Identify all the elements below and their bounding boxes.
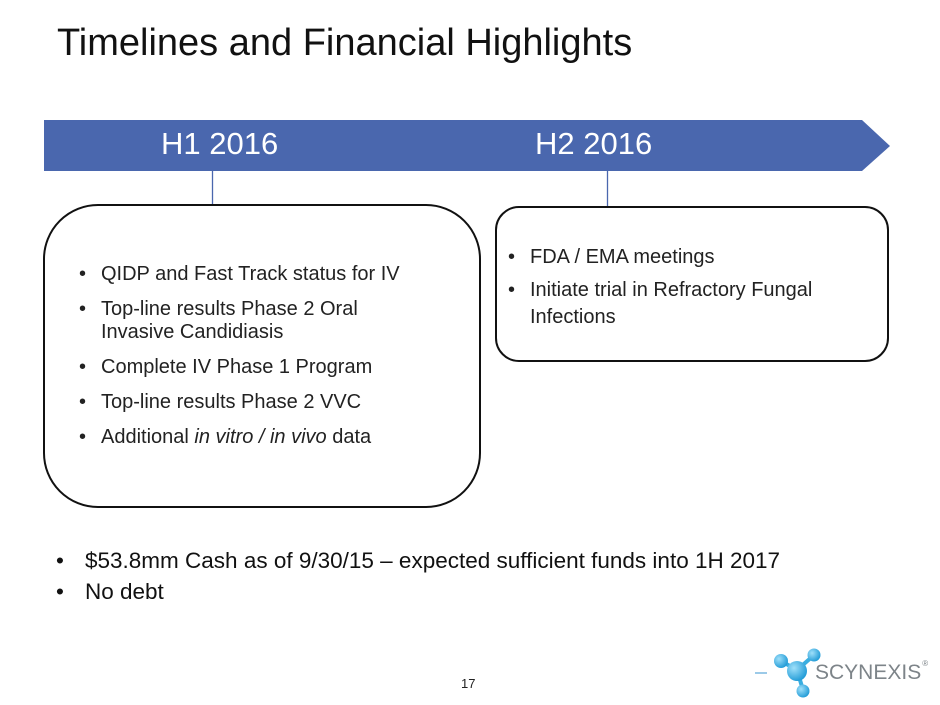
milestone-item: Top-line results Phase 2 VVC	[69, 391, 479, 414]
molecule-icon	[755, 648, 821, 698]
item-prefix: Additional	[101, 426, 195, 448]
page-number: 17	[461, 676, 476, 691]
scynexis-logo: SCYNEXIS®	[755, 640, 928, 698]
item-italic: in vitro / in vivo	[194, 426, 327, 448]
milestone-item: Top-line results Phase 2 Oral Invasive C…	[69, 298, 391, 344]
logo-wordmark: SCYNEXIS®	[815, 659, 929, 685]
period-h2-label: H2 2016	[535, 126, 653, 161]
milestone-item: Initiate trial in Refractory Fungal Infe…	[498, 277, 820, 331]
item-suffix: data	[326, 426, 372, 448]
milestone-item: Additional in vitro / in vivo data	[69, 426, 479, 449]
h2-milestones-box: FDA / EMA meetings Initiate trial in Ref…	[495, 206, 889, 362]
highlight-item: No debt	[56, 576, 780, 607]
financial-highlights: $53.8mm Cash as of 9/30/15 – expected su…	[56, 545, 780, 607]
registered-mark: ®	[922, 659, 929, 668]
h1-milestones-box: QIDP and Fast Track status for IV Top-li…	[43, 204, 481, 508]
logo-text: SCYNEXIS	[815, 661, 922, 684]
milestone-item: QIDP and Fast Track status for IV	[69, 263, 479, 286]
timeline-arrow	[44, 120, 890, 208]
highlight-item: $53.8mm Cash as of 9/30/15 – expected su…	[56, 545, 780, 576]
period-h1-label: H1 2016	[161, 126, 279, 161]
timeline-arrow-shape	[44, 120, 890, 171]
milestone-item: Complete IV Phase 1 Program	[69, 356, 479, 379]
milestone-item: FDA / EMA meetings	[498, 246, 887, 269]
slide-title: Timelines and Financial Highlights	[57, 22, 633, 64]
